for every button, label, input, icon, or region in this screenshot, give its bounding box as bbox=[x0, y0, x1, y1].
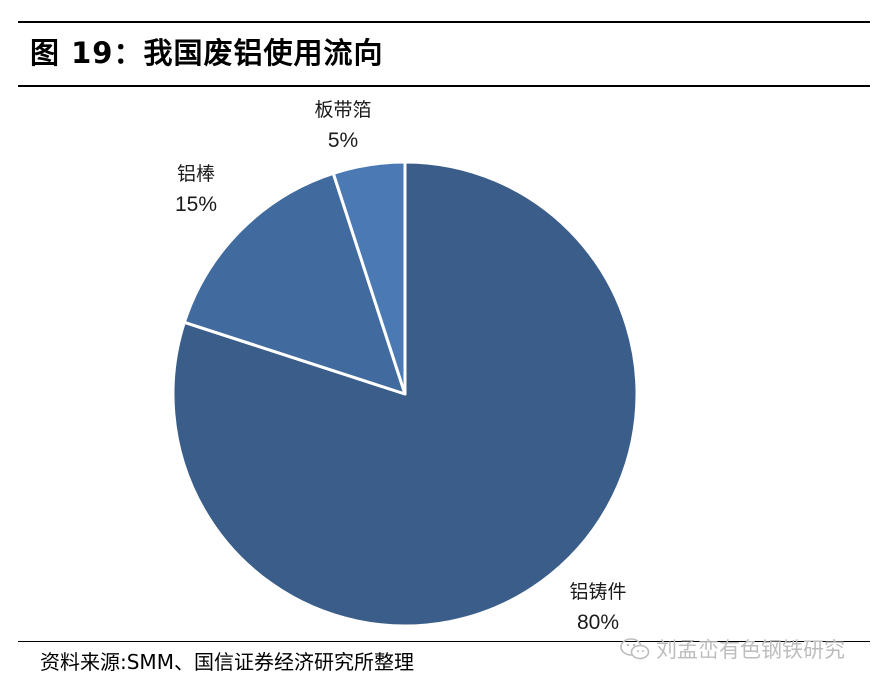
slice-value-2: 15% bbox=[175, 193, 217, 216]
slice-label-1: 铝铸件 bbox=[569, 581, 626, 603]
top-rule bbox=[18, 21, 870, 23]
slice-label-2: 铝棒 bbox=[177, 163, 215, 185]
source-note: 资料来源:SMM、国信证券经济研究所整理 bbox=[40, 650, 414, 674]
figure-title: 图 19：我国废铝使用流向 bbox=[30, 36, 384, 70]
slice-label-3: 板带箔 bbox=[314, 99, 371, 121]
slice-value-1: 80% bbox=[577, 611, 619, 634]
pie-labels: 铝铸件 80% 铝棒 15% 板带箔 5% bbox=[175, 99, 627, 634]
pie-slices bbox=[171, 160, 639, 628]
pie-slice-3 bbox=[331, 160, 407, 396]
pie-slice-1 bbox=[171, 160, 639, 628]
watermark-text: 刘孟峦有色钢铁研究 bbox=[656, 638, 845, 662]
footer-rule bbox=[18, 641, 870, 642]
wechat-icon bbox=[620, 638, 650, 660]
title-rule bbox=[18, 85, 870, 87]
slice-value-3: 5% bbox=[328, 129, 358, 152]
watermark: 刘孟峦有色钢铁研究 bbox=[620, 634, 845, 664]
